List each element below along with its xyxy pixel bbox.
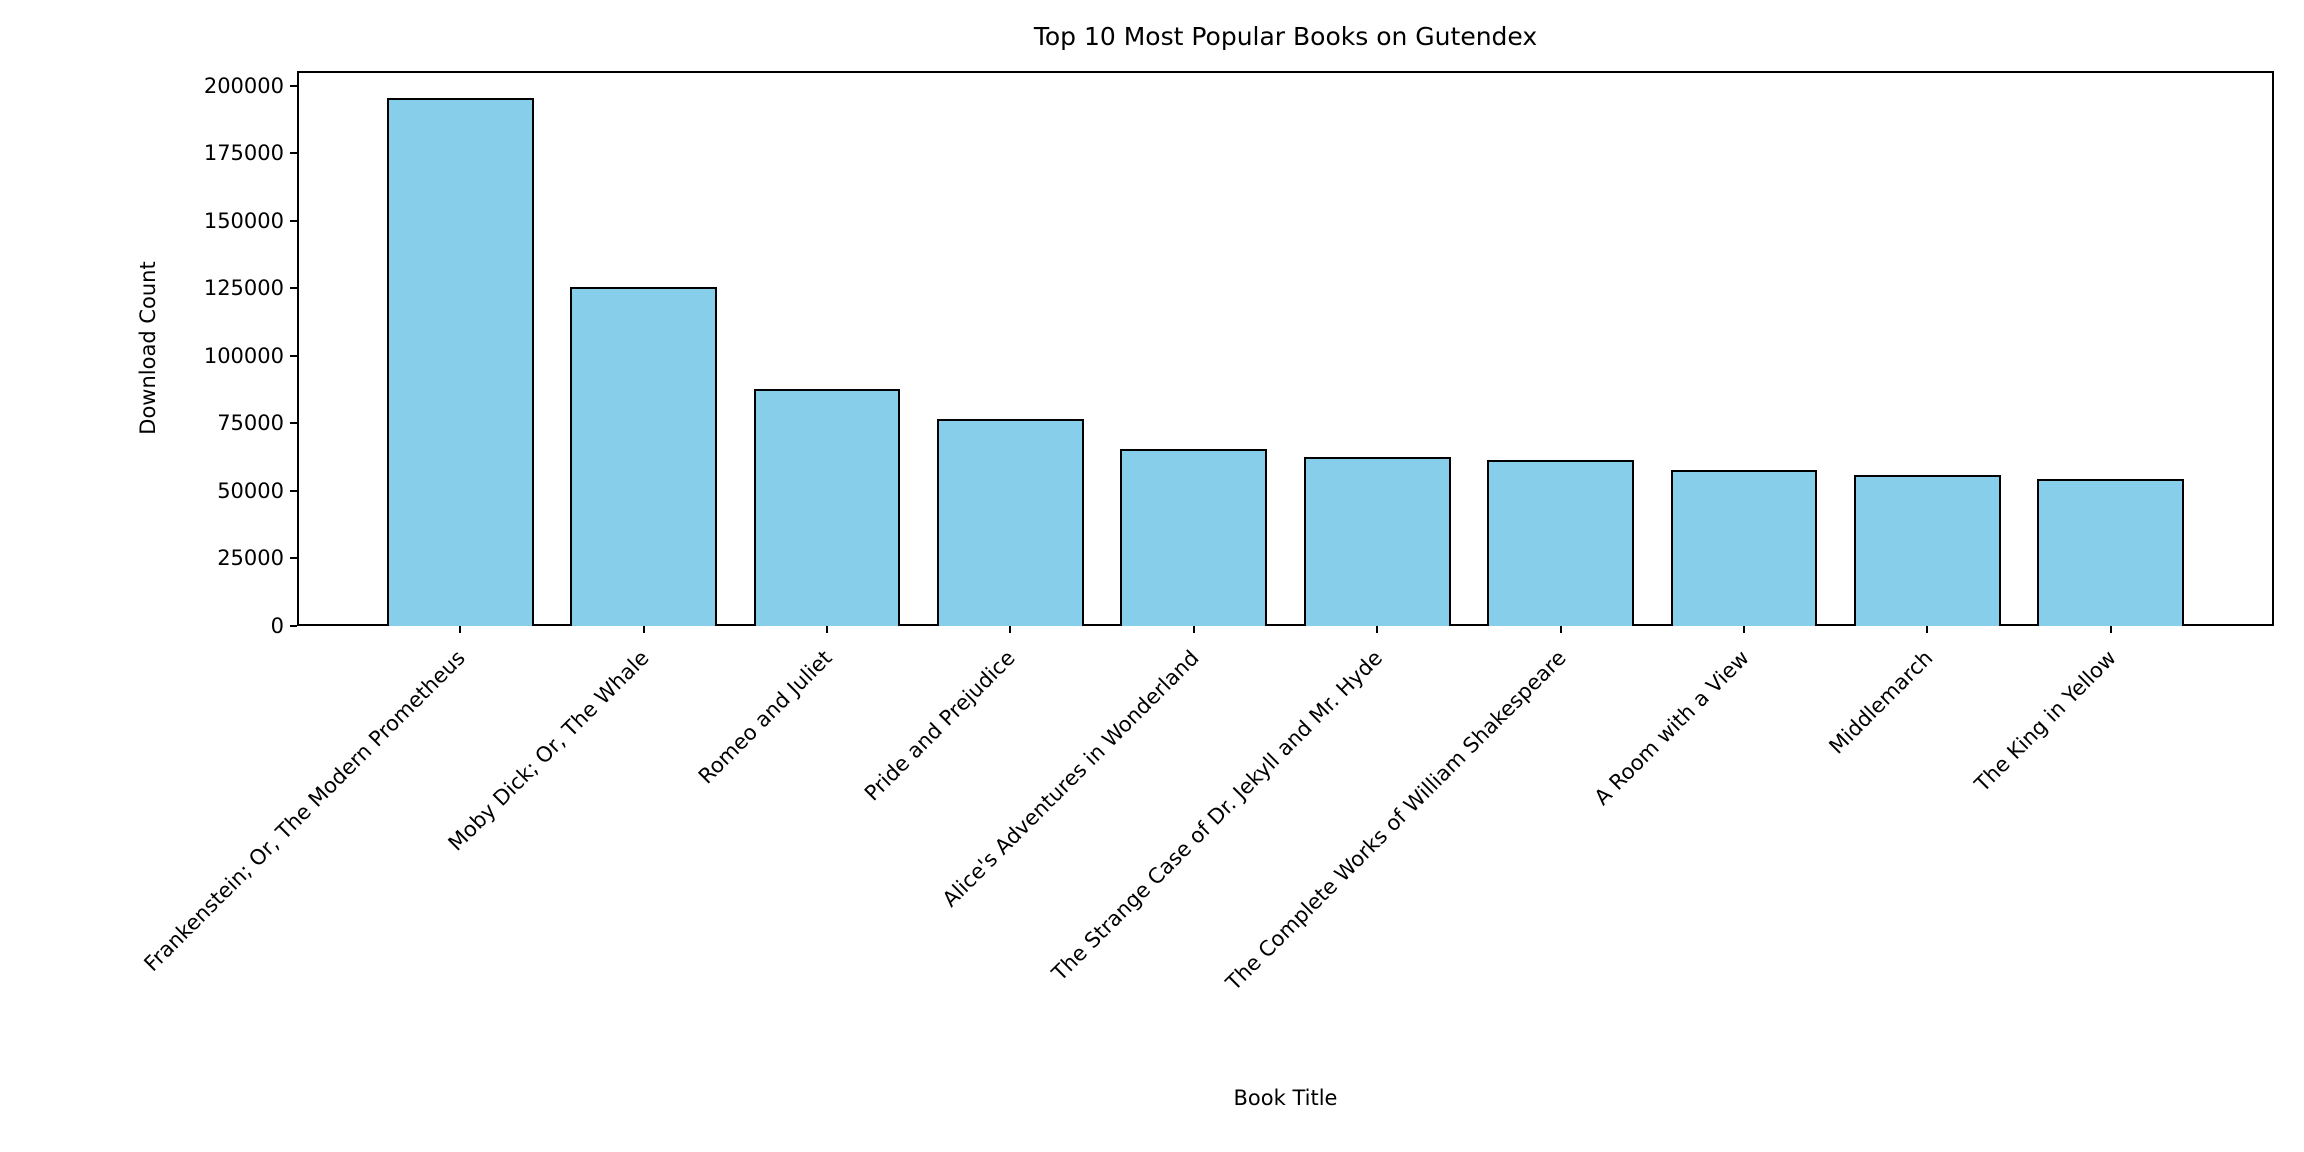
- y-tick-mark: [290, 84, 297, 87]
- y-tick-mark: [290, 557, 297, 560]
- y-tick-label: 75000: [217, 411, 284, 436]
- y-tick-label: 0: [270, 614, 284, 638]
- x-tick-label: Moby Dick; Or, The Whale: [443, 645, 654, 856]
- x-tick-label: A Room with a View: [1589, 645, 1754, 810]
- bar: [2037, 478, 2185, 626]
- x-tick-mark: [826, 626, 828, 633]
- y-tick-mark: [290, 489, 297, 492]
- x-tick-mark: [459, 626, 462, 633]
- bar: [1487, 459, 1634, 626]
- x-tick-label: The Strange Case of Dr. Jekyll and Mr. H…: [1047, 645, 1387, 986]
- x-tick-label: Romeo and Juliet: [693, 645, 837, 789]
- y-tick-label: 50000: [217, 478, 284, 503]
- y-tick-label: 175000: [203, 141, 284, 166]
- y-tick-mark: [290, 287, 297, 290]
- bar: [937, 419, 1084, 626]
- y-tick-label: 25000: [217, 546, 284, 571]
- x-axis-label: Book Title: [1233, 1086, 1338, 1110]
- y-tick-label: 200000: [203, 73, 284, 98]
- x-tick-label: The Complete Works of William Shakespear…: [1220, 645, 1571, 995]
- y-tick-mark: [290, 152, 297, 155]
- bar: [386, 97, 534, 626]
- x-tick-mark: [2109, 626, 2112, 633]
- bar: [570, 286, 717, 626]
- x-tick-mark: [1376, 626, 1379, 633]
- bar: [1670, 469, 1818, 626]
- bar: [1303, 456, 1451, 626]
- y-tick-mark: [290, 625, 297, 627]
- bar: [753, 389, 901, 626]
- x-tick-mark: [642, 626, 645, 633]
- y-tick-mark: [290, 354, 297, 357]
- y-tick-mark: [290, 219, 297, 222]
- x-tick-label: The King in Yellow: [1969, 645, 2121, 797]
- y-tick-label: 100000: [203, 343, 284, 368]
- x-tick-mark: [1192, 626, 1195, 633]
- bar: [1120, 449, 1268, 626]
- x-tick-mark: [1742, 626, 1745, 633]
- x-tick-label: Pride and Prejudice: [860, 645, 1021, 806]
- x-tick-label: Middlemarch: [1824, 645, 1938, 759]
- x-tick-mark: [1559, 626, 1562, 633]
- y-tick-label: 125000: [203, 276, 284, 301]
- x-tick-mark: [1926, 626, 1929, 633]
- y-tick-label: 150000: [203, 208, 284, 233]
- x-tick-label: Frankenstein; Or, The Modern Prometheus: [139, 645, 470, 977]
- chart-title: Top 10 Most Popular Books on Gutendex: [1033, 22, 1538, 51]
- y-tick-mark: [290, 422, 297, 425]
- x-tick-mark: [1009, 626, 1012, 633]
- bar: [1854, 475, 2001, 626]
